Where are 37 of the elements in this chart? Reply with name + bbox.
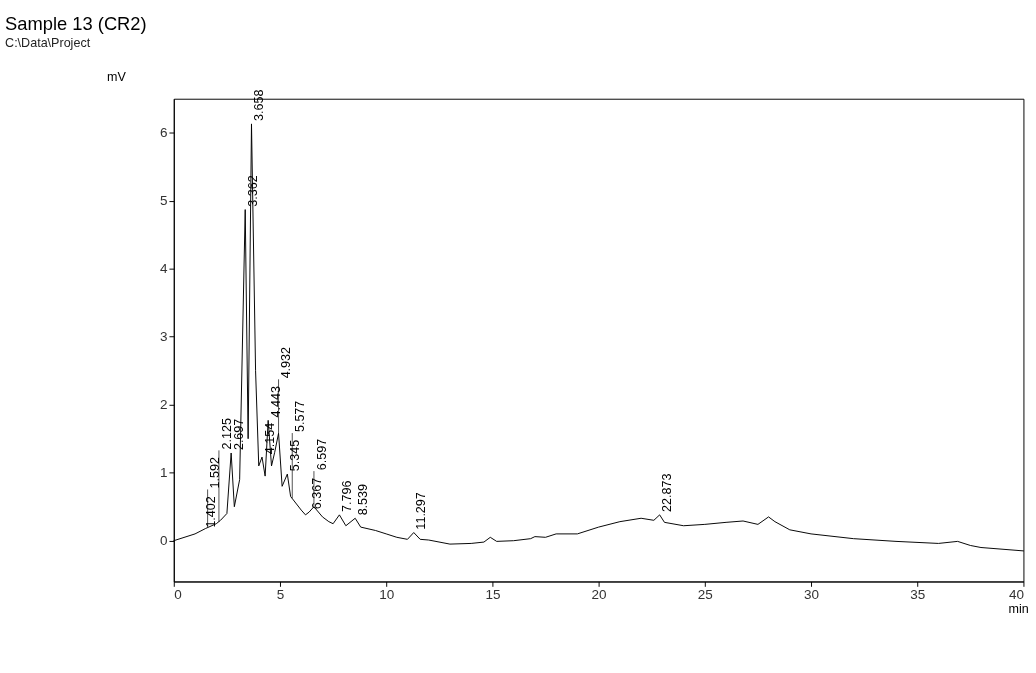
y-tick-label: 4: [160, 261, 168, 277]
annotation: 2.697: [231, 418, 246, 451]
annotation: 4.443: [268, 386, 283, 418]
annotation: 5.577: [292, 400, 307, 433]
x-tick-label: 0: [174, 587, 182, 603]
annotation: 6.367: [309, 477, 324, 510]
y-tick-label: 1: [160, 465, 168, 481]
annotation: 1.402: [204, 496, 219, 528]
annotation: 11.297: [414, 492, 429, 530]
annotation: 4.154: [262, 422, 277, 455]
annotation: 1.592: [208, 457, 223, 489]
annotation: 3.658: [252, 89, 267, 121]
y-tick-label: 5: [160, 193, 168, 209]
x-tick-label: 25: [697, 587, 713, 603]
annotation: 4.932: [279, 346, 294, 379]
x-tick-label: 35: [910, 587, 926, 603]
x-tick-label: 5: [276, 587, 285, 603]
x-tick-label: 40: [1008, 587, 1024, 603]
x-tick-label: 20: [591, 587, 607, 603]
x-tick-label: 30: [804, 587, 820, 603]
chart-title: Sample 13 (CR2): [5, 13, 147, 35]
annotation: 22.873: [660, 473, 675, 512]
y-tick-label: 2: [160, 397, 168, 413]
y-tick-label: 6: [160, 125, 168, 141]
x-axis-title: min: [1008, 601, 1029, 616]
annotation: 5.345: [287, 439, 302, 472]
y-axis-title: mV: [106, 69, 127, 84]
x-tick-label: 10: [379, 587, 395, 603]
y-tick-label: 3: [160, 329, 168, 345]
annotation: 6.597: [314, 438, 329, 471]
y-tick-label: 0: [160, 533, 168, 549]
annotation: 8.539: [355, 483, 370, 516]
annotation: 3.362: [245, 175, 260, 207]
annotation: 2.125: [219, 417, 234, 450]
annotation: 7.796: [339, 480, 354, 512]
text: C:\Data\Project: [5, 35, 91, 50]
x-tick-label: 15: [485, 587, 501, 603]
